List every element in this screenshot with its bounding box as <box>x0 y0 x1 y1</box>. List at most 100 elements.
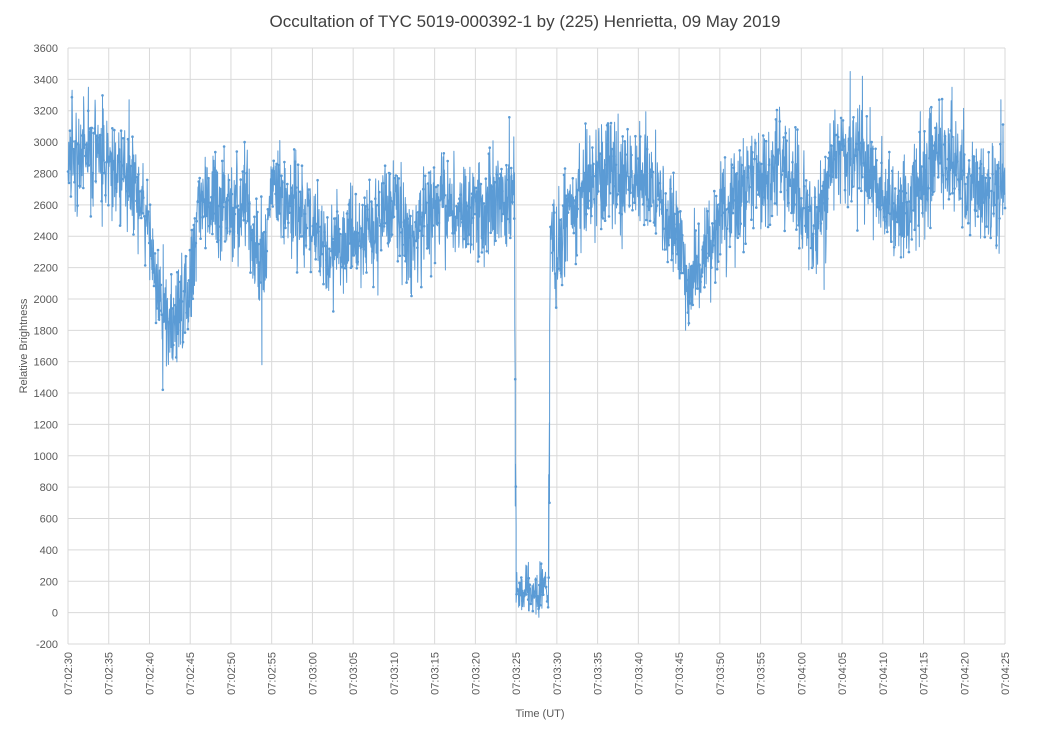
data-point <box>712 244 715 247</box>
data-point <box>560 283 564 287</box>
data-point <box>910 238 914 241</box>
data-point <box>102 159 105 162</box>
data-point <box>424 201 428 204</box>
data-point <box>310 235 314 239</box>
data-point <box>423 174 427 178</box>
data-point <box>563 167 567 170</box>
data-point <box>538 603 542 607</box>
data-point <box>85 162 89 165</box>
x-tick-label: 07:04:00 <box>796 652 808 695</box>
data-point <box>266 208 270 211</box>
data-point <box>517 589 520 592</box>
data-point <box>285 194 288 197</box>
data-point <box>137 173 140 176</box>
data-point <box>836 135 840 139</box>
data-point <box>162 307 166 310</box>
data-point <box>802 206 805 210</box>
data-point <box>610 147 614 151</box>
data-point <box>703 286 706 289</box>
data-point <box>535 599 538 603</box>
data-point <box>222 145 226 148</box>
data-point <box>496 187 499 190</box>
data-point <box>194 241 198 245</box>
data-point <box>962 169 965 173</box>
data-point <box>908 200 912 203</box>
data-point <box>641 203 645 206</box>
data-point <box>580 190 583 193</box>
data-point <box>363 196 366 199</box>
data-point <box>143 215 146 218</box>
data-point <box>478 199 482 202</box>
data-point <box>864 188 868 192</box>
data-point <box>86 109 90 113</box>
data-point <box>1001 123 1005 126</box>
data-point <box>723 156 727 159</box>
data-point <box>685 278 689 282</box>
data-point <box>395 203 399 207</box>
data-point <box>707 252 710 255</box>
data-point <box>336 244 340 247</box>
data-point <box>185 311 189 315</box>
data-point <box>726 207 730 210</box>
data-point <box>556 267 560 270</box>
data-point <box>799 209 802 213</box>
data-point <box>250 238 253 242</box>
data-point <box>209 201 212 205</box>
data-point <box>154 321 158 325</box>
data-point <box>652 221 656 224</box>
data-point <box>454 215 457 219</box>
data-point <box>115 173 119 176</box>
data-point <box>444 204 448 208</box>
data-point <box>104 193 107 197</box>
data-point <box>528 583 532 586</box>
data-point <box>461 221 464 224</box>
data-point <box>754 141 757 145</box>
data-point <box>254 242 257 245</box>
data-point <box>554 306 558 309</box>
data-point <box>843 188 847 192</box>
data-point <box>916 186 919 189</box>
data-point <box>876 205 879 209</box>
data-point <box>409 214 412 218</box>
data-point <box>552 203 555 207</box>
data-point <box>965 176 969 179</box>
data-point <box>959 197 962 200</box>
data-point <box>695 255 698 259</box>
data-point <box>224 200 228 204</box>
data-point <box>866 144 870 148</box>
data-point <box>70 95 74 99</box>
data-point <box>845 154 849 157</box>
data-point <box>558 218 562 222</box>
data-point <box>767 163 771 167</box>
data-point <box>515 593 518 596</box>
x-tick-label: 07:03:35 <box>593 652 605 695</box>
data-point <box>280 174 283 177</box>
data-point <box>782 136 785 139</box>
data-point <box>260 246 264 249</box>
data-point <box>230 192 234 196</box>
data-point <box>859 141 862 145</box>
data-point <box>532 590 535 593</box>
data-point <box>237 208 241 211</box>
data-point <box>243 140 246 144</box>
y-tick-label: 1400 <box>34 388 58 400</box>
data-point <box>187 279 191 282</box>
data-point <box>742 250 745 254</box>
data-point <box>615 203 619 206</box>
data-point <box>435 193 439 196</box>
y-tick-label: 3400 <box>34 74 58 86</box>
data-point <box>551 251 554 255</box>
data-point <box>841 119 845 122</box>
data-point <box>143 264 147 267</box>
data-point <box>747 165 750 168</box>
data-point <box>670 258 673 262</box>
data-point <box>903 211 907 215</box>
data-point <box>117 160 121 163</box>
data-point <box>339 256 343 260</box>
data-point <box>437 221 441 225</box>
data-point <box>623 140 626 143</box>
data-point <box>181 340 185 344</box>
data-point <box>533 595 536 598</box>
x-tick-label: 07:04:05 <box>837 652 849 695</box>
data-point <box>276 217 279 221</box>
